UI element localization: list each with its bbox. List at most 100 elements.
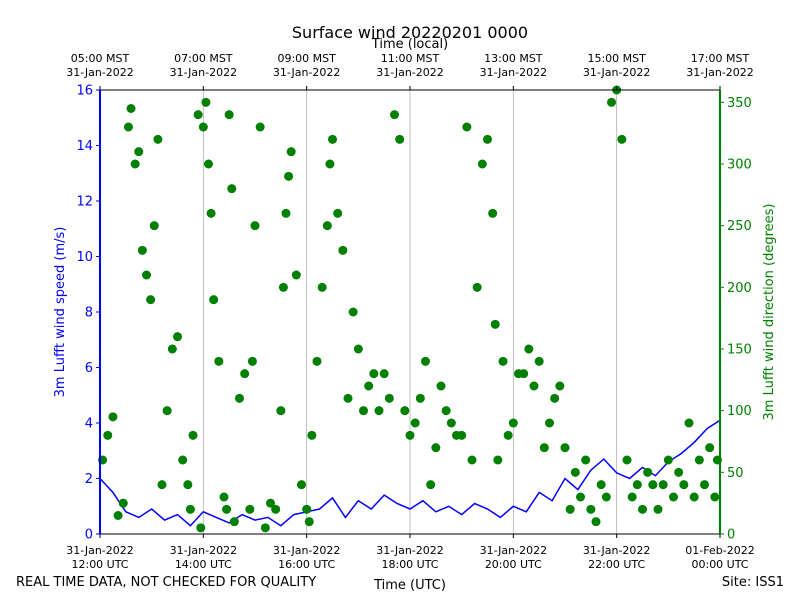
top-tick-date: 31-Jan-2022 (66, 66, 134, 79)
direction-point (638, 504, 647, 514)
direction-point (689, 492, 699, 502)
direction-point (700, 480, 709, 490)
direction-point (284, 171, 294, 181)
gridlines (99, 90, 721, 534)
left-tick-label: 8 (85, 306, 93, 321)
top-tick-date: 31-Jan-2022 (583, 66, 651, 79)
direction-point (245, 504, 255, 514)
direction-point (488, 208, 498, 218)
right-tick-label: 350 (727, 96, 752, 111)
direction-point (519, 369, 529, 379)
direction-point (426, 480, 436, 490)
direction-point (333, 208, 343, 218)
top-tick-date: 31-Jan-2022 (376, 66, 444, 79)
top-tick-time: 07:00 MST (174, 52, 233, 65)
right-y-ticks: 0 50 100 150 200 250 300 350 (720, 96, 752, 543)
direction-point (632, 480, 642, 490)
direction-point (137, 245, 147, 255)
direction-point (312, 356, 322, 366)
direction-point (266, 498, 275, 508)
direction-point (679, 480, 689, 490)
direction-point (196, 523, 206, 533)
top-tick-time: 17:00 MST (691, 52, 750, 65)
direction-point (353, 344, 363, 354)
direction-point (648, 480, 658, 490)
direction-point (467, 455, 477, 465)
direction-point (369, 369, 379, 379)
x-tick-date: 01-Feb-2022 (685, 544, 754, 557)
direction-point (126, 104, 136, 113)
direction-point (162, 406, 172, 416)
direction-point (227, 184, 237, 194)
direction-point (400, 406, 410, 416)
top-axis-label: Time (local) (371, 37, 448, 52)
direction-point (178, 455, 188, 465)
x-tick-date: 31-Jan-2022 (273, 544, 341, 557)
x-tick-date: 31-Jan-2022 (66, 544, 134, 557)
direction-point (271, 504, 281, 514)
left-tick-label: 16 (76, 84, 93, 99)
direction-point (118, 498, 128, 508)
x-tick-time: 14:00 UTC (175, 558, 232, 571)
direction-point (663, 455, 673, 465)
direction-point (343, 393, 353, 403)
direction-point (130, 159, 140, 169)
direction-point (201, 97, 211, 107)
direction-point (123, 122, 133, 132)
direction-point (498, 356, 508, 366)
direction-point (219, 492, 229, 502)
direction-point (322, 221, 332, 231)
direction-point (291, 270, 301, 280)
right-tick-label: 200 (727, 281, 752, 296)
direction-point (260, 523, 270, 533)
quality-note: REAL TIME DATA, NOT CHECKED FOR QUALITY (16, 575, 317, 590)
left-tick-label: 12 (76, 195, 93, 210)
right-tick-label: 50 (727, 466, 744, 481)
direction-point (103, 430, 113, 440)
x-axis-label: Time (UTC) (373, 578, 446, 593)
direction-point (441, 406, 451, 416)
direction-point (348, 307, 358, 317)
direction-point (490, 319, 500, 329)
direction-point (472, 282, 482, 292)
direction-point (278, 282, 288, 292)
direction-point (185, 504, 195, 514)
direction-point (694, 455, 704, 465)
direction-point (183, 480, 193, 490)
left-tick-label: 2 (85, 472, 93, 487)
direction-point (384, 393, 394, 403)
direction-point (462, 122, 472, 132)
direction-point (405, 430, 415, 440)
direction-point (255, 122, 265, 132)
direction-point (142, 270, 151, 280)
direction-point (457, 430, 467, 440)
direction-point (653, 504, 663, 514)
top-tick-date: 31-Jan-2022 (480, 66, 548, 79)
direction-point (359, 406, 368, 416)
x-tick-time: 12:00 UTC (71, 558, 128, 571)
direction-point (235, 393, 244, 403)
direction-point (565, 504, 575, 514)
x-tick-time: 16:00 UTC (278, 558, 335, 571)
direction-point (560, 443, 570, 453)
direction-point (108, 412, 118, 422)
x-tick-time: 00:00 UTC (691, 558, 748, 571)
direction-point (539, 443, 549, 453)
direction-point (586, 504, 596, 514)
direction-point (325, 159, 335, 169)
direction-point (622, 455, 632, 465)
left-tick-label: 0 (85, 528, 93, 543)
direction-point (209, 295, 219, 305)
direction-point (705, 443, 715, 453)
direction-point (674, 467, 684, 477)
top-tick-time: 11:00 MST (381, 52, 440, 65)
direction-point (364, 381, 374, 391)
right-tick-label: 100 (727, 404, 752, 419)
direction-point (483, 134, 492, 144)
direction-point (581, 455, 591, 465)
direction-point (338, 245, 348, 255)
direction-point (415, 393, 425, 403)
x-tick-date: 31-Jan-2022 (480, 544, 548, 557)
direction-point (281, 208, 291, 218)
